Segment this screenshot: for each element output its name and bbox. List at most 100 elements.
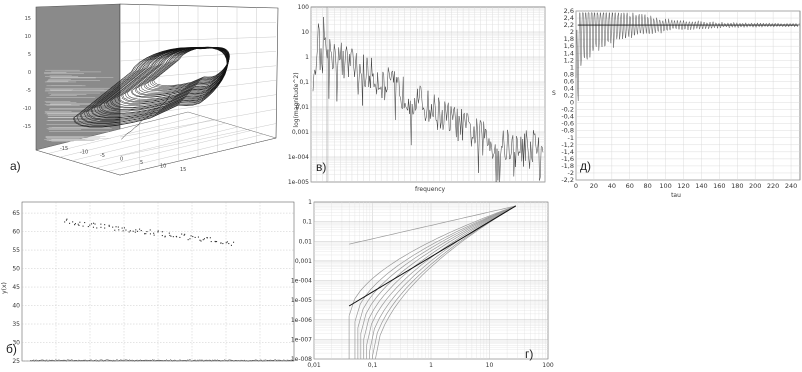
- b-baseline-point: [84, 359, 85, 361]
- b-baseline-point: [139, 359, 141, 361]
- attractor-tail: [121, 94, 171, 140]
- b-baseline-point: [107, 359, 108, 361]
- b-baseline-point: [121, 360, 123, 361]
- panel-d-label: д): [580, 159, 591, 173]
- panel-b-label: б): [6, 342, 17, 356]
- b-baseline-point: [137, 360, 139, 362]
- b-point: [134, 231, 136, 233]
- b-baseline-point: [205, 360, 207, 361]
- b-baseline-point: [38, 360, 40, 362]
- b-baseline-point: [180, 360, 182, 361]
- a-floor-tick: 0: [120, 157, 123, 163]
- b-point: [209, 237, 211, 239]
- b-point: [69, 222, 71, 224]
- b-baseline-point: [73, 360, 75, 362]
- b-baseline-point: [91, 360, 93, 361]
- b-baseline-point: [116, 359, 117, 361]
- b-baseline-point: [230, 359, 231, 361]
- b-baseline-point: [106, 359, 108, 361]
- panel-g-label: г): [525, 347, 533, 361]
- b-point: [128, 231, 130, 233]
- v-ytick: 0,01: [296, 104, 310, 111]
- d-xtick: 20: [590, 182, 598, 190]
- b-point: [194, 236, 196, 238]
- d-xtick: 0: [574, 182, 578, 190]
- b-point: [189, 238, 191, 240]
- b-baseline-point: [78, 359, 80, 361]
- b-point: [200, 240, 202, 242]
- b-point: [93, 222, 95, 224]
- b-baseline-point: [189, 359, 191, 361]
- d-ytick: 2,6: [564, 7, 574, 15]
- b-baseline-point: [286, 359, 288, 361]
- b-baseline-point: [238, 360, 240, 361]
- b-point: [89, 224, 91, 226]
- b-baseline-point: [195, 360, 197, 362]
- b-point: [226, 241, 228, 243]
- b-baseline-point: [116, 359, 118, 361]
- b-baseline-point: [274, 359, 276, 361]
- b-baseline-point: [252, 360, 254, 361]
- b-baseline-point: [162, 360, 164, 362]
- b-baseline-point: [63, 359, 65, 361]
- b-point: [84, 222, 86, 224]
- b-baseline-point: [182, 360, 184, 361]
- b-baseline-point: [187, 359, 189, 361]
- g-curve: [360, 205, 516, 334]
- b-baseline-point: [218, 360, 220, 361]
- b-baseline-point: [123, 360, 125, 362]
- d-ytick: -1,4: [561, 148, 574, 156]
- b-baseline-point: [278, 360, 280, 361]
- b-baseline-point: [53, 360, 55, 361]
- b-baseline-point: [199, 360, 201, 361]
- b-baseline-point: [122, 359, 124, 361]
- b-point: [206, 237, 208, 239]
- b-baseline-point: [107, 359, 109, 361]
- b-baseline-point: [183, 360, 185, 361]
- b-baseline-point: [287, 359, 289, 361]
- g-curve: [349, 205, 516, 245]
- b-ytick: 40: [12, 303, 20, 310]
- b-baseline-point: [290, 359, 292, 361]
- loglog-plot: 0,01 0,1 1 10 100 1 0,1 0,01 0,001 1e-004 1e-005 1e…: [291, 199, 554, 369]
- b-baseline-point: [46, 359, 48, 361]
- d-xtick: 180: [731, 182, 743, 190]
- b-baseline-point: [97, 360, 99, 361]
- b-baseline-point: [66, 359, 68, 361]
- b-baseline-point: [148, 360, 150, 361]
- b-point: [121, 227, 123, 229]
- b-baseline-point: [206, 359, 208, 361]
- g-ytick: 1e-006: [291, 317, 312, 324]
- b-baseline-point: [211, 360, 213, 362]
- b-ytick: 50: [12, 266, 20, 273]
- b-baseline-point: [188, 360, 190, 361]
- b-baseline-point: [244, 360, 246, 362]
- g-ytick: 1: [308, 199, 312, 206]
- b-baseline-point: [152, 359, 154, 361]
- b-baseline-point: [66, 360, 67, 362]
- b-baseline-point: [257, 360, 258, 361]
- b-baseline-point: [60, 360, 62, 361]
- b-ytick: 25: [12, 358, 20, 365]
- b-baseline-point: [228, 359, 230, 361]
- b-baseline-point: [153, 359, 154, 361]
- b-baseline-point: [284, 360, 286, 361]
- b-baseline-point: [100, 359, 102, 361]
- b-baseline-point: [176, 360, 178, 362]
- b-baseline-point: [210, 360, 212, 361]
- b-baseline-point: [52, 359, 53, 361]
- panel-a: 15 10 5 0 -5 -10 -15 -15 -10 -5 0 5 10 15 а): [0, 0, 290, 190]
- v-xlabel: frequency: [415, 186, 446, 193]
- b-baseline-point: [114, 360, 116, 361]
- b-baseline-point: [160, 360, 162, 361]
- b-baseline-point: [192, 360, 194, 362]
- b-baseline-point: [131, 359, 133, 361]
- b-baseline-point: [207, 360, 209, 361]
- b-baseline-point: [144, 359, 146, 361]
- b-baseline-point: [32, 360, 34, 361]
- b-baseline-point: [230, 359, 232, 361]
- b-baseline-point: [144, 360, 145, 361]
- b-baseline-point: [264, 360, 266, 362]
- d-ytick: -0,6: [561, 120, 574, 128]
- b-baseline-point: [196, 360, 198, 362]
